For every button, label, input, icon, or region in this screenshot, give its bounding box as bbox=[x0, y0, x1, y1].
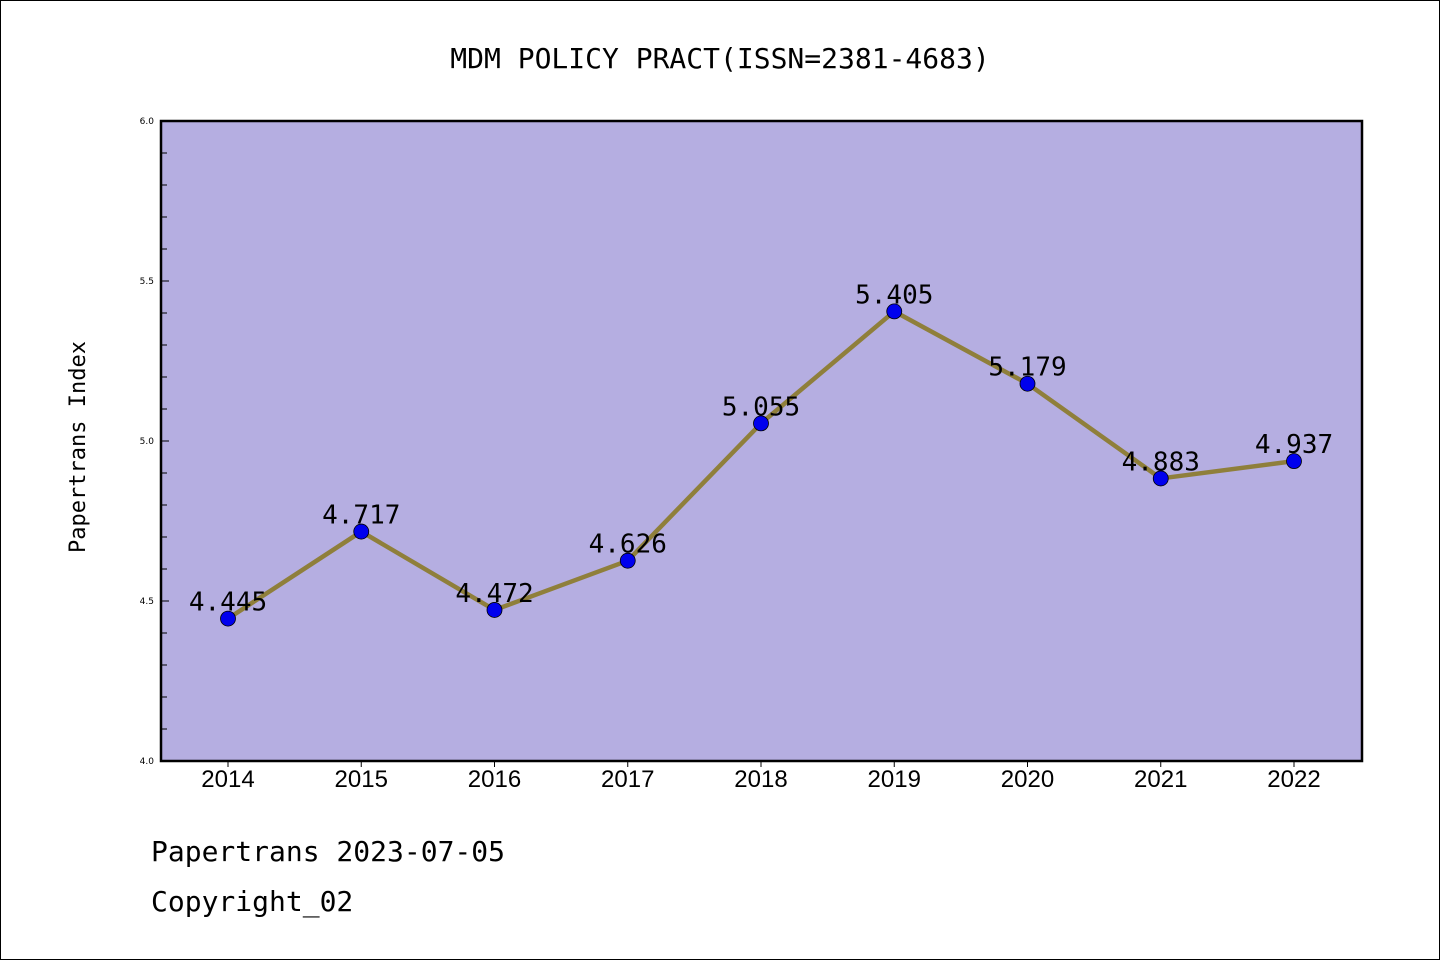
x-tick-label: 2022 bbox=[1267, 766, 1320, 793]
x-tick-label: 2019 bbox=[868, 766, 921, 793]
data-label: 4.717 bbox=[322, 501, 400, 531]
plot-frame bbox=[159, 119, 1364, 763]
data-label: 4.472 bbox=[455, 579, 533, 609]
data-point bbox=[353, 523, 370, 540]
chart-title: MDM POLICY PRACT(ISSN=2381-4683) bbox=[450, 42, 989, 75]
data-label: 4.937 bbox=[1255, 430, 1333, 460]
data-label: 4.445 bbox=[189, 588, 267, 618]
data-label: 5.179 bbox=[988, 353, 1066, 383]
data-point bbox=[619, 552, 636, 569]
data-point bbox=[1286, 453, 1302, 470]
data-point bbox=[1019, 375, 1036, 392]
footer-date: Papertrans 2023-07-05 bbox=[151, 835, 506, 868]
y-tick-label: 4.0 bbox=[140, 757, 155, 767]
x-tick-label: 2015 bbox=[335, 766, 388, 793]
data-point bbox=[886, 303, 903, 320]
y-tick-label: 6.0 bbox=[140, 117, 155, 127]
data-label: 5.405 bbox=[855, 280, 933, 310]
x-tick-label: 2021 bbox=[1134, 766, 1187, 793]
data-point bbox=[1152, 470, 1169, 487]
y-tick-label: 5.5 bbox=[140, 277, 154, 287]
x-tick-label: 2020 bbox=[1001, 766, 1054, 793]
x-tick-label: 2016 bbox=[468, 766, 521, 793]
footer-copyright: Copyright_02 bbox=[151, 885, 354, 918]
data-point bbox=[220, 610, 236, 627]
x-tick-label: 2017 bbox=[601, 766, 654, 793]
data-point bbox=[486, 602, 503, 618]
y-axis-label: Papertrans Index bbox=[66, 341, 91, 553]
data-label: 4.883 bbox=[1122, 447, 1200, 477]
data-label: 5.055 bbox=[722, 392, 800, 422]
data-point bbox=[753, 415, 769, 432]
y-tick-label: 4.5 bbox=[140, 597, 154, 607]
x-tick-label: 2018 bbox=[734, 766, 787, 793]
plot-area bbox=[161, 121, 1362, 761]
data-label: 4.626 bbox=[589, 530, 667, 560]
x-tick-label: 2014 bbox=[201, 766, 254, 793]
y-tick-label: 5.0 bbox=[140, 437, 155, 447]
